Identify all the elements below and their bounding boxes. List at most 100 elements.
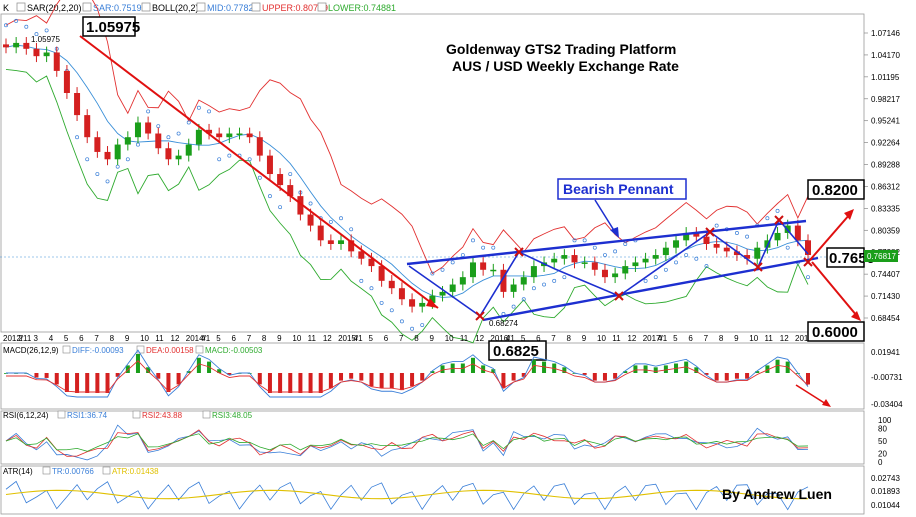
- candle-body: [500, 269, 507, 292]
- candle-body: [368, 258, 375, 267]
- time-tick-label: 12: [627, 334, 636, 343]
- candle-body: [266, 155, 273, 175]
- lower-band-line: [5, 68, 809, 344]
- macd-bar: [765, 365, 770, 373]
- k-label: K: [3, 3, 9, 13]
- author-label: By Andrew Luen: [722, 486, 832, 502]
- price-tick-label: 0.68454: [871, 314, 900, 323]
- sar-dot: [653, 275, 658, 280]
- candle-body: [327, 240, 334, 245]
- sar-dot: [247, 157, 252, 162]
- rsi-label: RSI(6,12,24): [3, 411, 49, 420]
- candle-body: [530, 266, 537, 278]
- sar-dot: [4, 23, 8, 28]
- candle-body: [439, 291, 446, 296]
- time-tick-label: 6: [79, 334, 84, 343]
- target-up-label: 0.8200: [812, 182, 858, 199]
- time-tick-label: 7: [247, 334, 252, 343]
- sar-dot: [369, 286, 374, 291]
- sar-dot: [613, 249, 618, 254]
- time-tick-label: 10: [292, 334, 301, 343]
- sar-dot: [339, 216, 343, 221]
- candle-body: [317, 225, 324, 241]
- price-tick-label: 0.80359: [871, 226, 900, 235]
- annotations: 1.05975 1.05975 Goldenway GTS2 Trading P…: [31, 16, 898, 361]
- candle-body: [358, 251, 365, 259]
- sar-dot: [389, 308, 394, 313]
- candle-body: [74, 93, 81, 116]
- macd-bar: [339, 373, 344, 381]
- macd-bar: [267, 373, 272, 393]
- macd-bar: [562, 367, 567, 373]
- macd-bar: [105, 373, 110, 393]
- candle-body: [510, 284, 517, 292]
- time-tick-label: 2015/1: [338, 334, 363, 343]
- sar-dot: [460, 253, 465, 258]
- time-tick-label: 4: [658, 334, 663, 343]
- candle-body: [338, 240, 345, 245]
- time-tick-label: 8: [719, 334, 724, 343]
- sar-dot: [328, 219, 333, 224]
- macd-bar: [410, 373, 415, 387]
- sar-dot: [694, 256, 699, 261]
- price-axis: 1.07146 1.04170 1.01195 0.98217 0.95241 0.922…: [864, 29, 900, 323]
- candle-body: [246, 133, 253, 138]
- candle-body: [236, 133, 243, 136]
- macd-bar: [592, 373, 597, 381]
- title-line1: Goldenway GTS2 Trading Platform: [446, 41, 676, 57]
- time-tick-label: 7: [551, 334, 556, 343]
- macd-bar: [633, 365, 638, 373]
- sar-dot: [105, 179, 110, 184]
- sar-dot: [491, 245, 496, 250]
- time-axis: 2012/112 3 4 5 6 7 8 9 10 11 12 2014/14 5 6 7 8 9 10 11 12 2…: [3, 334, 820, 343]
- sar-dot: [136, 142, 140, 147]
- time-tick-label: 5: [673, 334, 678, 343]
- macd-bar: [75, 373, 80, 393]
- macd-bar: [166, 373, 171, 392]
- macd-bar: [64, 373, 69, 392]
- macd-bar: [186, 371, 191, 373]
- candle-body: [673, 240, 680, 248]
- macd-bar: [745, 373, 750, 379]
- candle-body: [642, 258, 649, 263]
- time-tick-label: 11: [765, 334, 774, 343]
- time-tick-label: 12: [475, 334, 484, 343]
- candle-body: [53, 52, 60, 71]
- candle-body: [378, 266, 385, 281]
- candle-body: [794, 225, 801, 241]
- time-tick-label: 12: [780, 334, 789, 343]
- sar-dot: [359, 278, 364, 283]
- macd-bar: [430, 371, 435, 373]
- sar-dot: [521, 297, 526, 302]
- candle-body: [561, 255, 568, 259]
- macd-bar: [54, 373, 59, 385]
- sar-dot: [663, 267, 668, 272]
- macd-bar: [227, 373, 232, 375]
- candle-body: [388, 280, 395, 289]
- macd-bar: [135, 354, 140, 373]
- macd-bar: [602, 373, 607, 381]
- time-tick-label: 5: [369, 334, 374, 343]
- rsi3-value: RSI3:48.05: [212, 411, 253, 420]
- price-tick-label: 1.04170: [871, 51, 900, 60]
- sar-dot: [44, 28, 49, 33]
- time-tick-label: 4: [353, 334, 358, 343]
- sar-dot: [481, 245, 486, 250]
- macd-bar: [196, 357, 201, 373]
- candle-body: [23, 42, 30, 49]
- macd-bar: [704, 373, 709, 375]
- candle-body: [805, 240, 811, 256]
- candle-body: [185, 144, 192, 156]
- time-tick-label: 12: [171, 334, 180, 343]
- candle-body: [297, 196, 304, 215]
- macd-bar: [643, 365, 648, 373]
- candle-body: [754, 247, 761, 259]
- tr-value: TR:0.00766: [52, 467, 94, 476]
- atr-tick-label: 0.01044: [871, 501, 900, 510]
- sar-dot: [34, 32, 39, 37]
- pattern-label: Bearish Pennant: [563, 181, 674, 197]
- candle-body: [551, 258, 558, 263]
- candles: [3, 37, 811, 313]
- macd-bar: [714, 373, 719, 381]
- price-tick-label: 0.83335: [871, 204, 900, 213]
